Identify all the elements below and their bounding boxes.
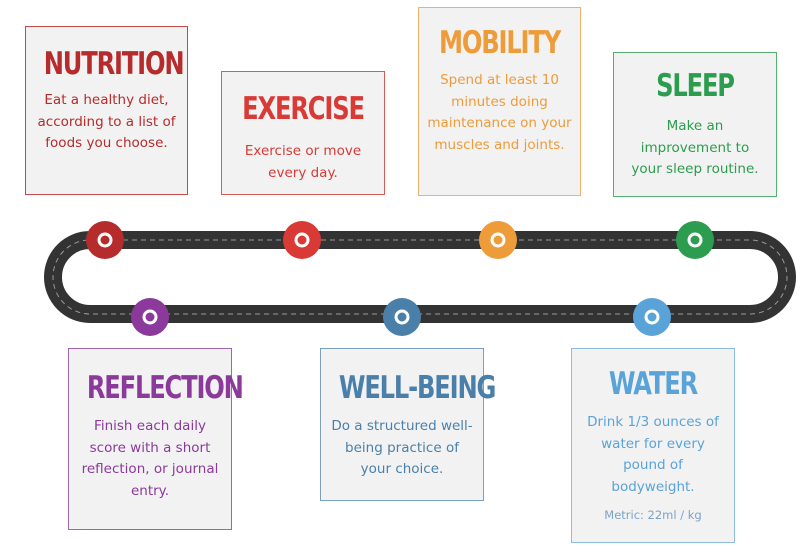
card-text: Finish each daily score with a short ref… <box>81 418 219 499</box>
card-title: MOBILITY <box>438 25 561 61</box>
node-reflection <box>131 298 169 336</box>
node-water <box>633 298 671 336</box>
card-sleep: SLEEP Make an improvement to your sleep … <box>613 52 777 197</box>
card-nutrition: NUTRITION Eat a healthy diet, according … <box>25 26 188 195</box>
card-water: WATER Drink 1/3 ounces of water for ever… <box>571 348 735 543</box>
card-text: Drink 1/3 ounces of water for every poun… <box>587 414 719 495</box>
card-title: SLEEP <box>656 68 735 104</box>
card-note: Metric: 22ml / kg <box>604 508 702 522</box>
card-title: WATER <box>608 366 698 402</box>
card-title: WELL-BEING <box>338 370 497 406</box>
node-sleep <box>676 221 714 259</box>
node-mobility <box>479 221 517 259</box>
card-text: Exercise or move every day. <box>244 143 362 181</box>
card-text: Make an improvement to your sleep routin… <box>631 118 759 177</box>
card-title: REFLECTION <box>86 370 244 406</box>
card-title: NUTRITION <box>43 46 185 82</box>
card-mobility: MOBILITY Spend at least 10 minutes doing… <box>418 7 581 196</box>
card-text: Do a structured well-being practice of y… <box>331 418 473 477</box>
card-title: EXERCISE <box>242 91 365 127</box>
node-nutrition <box>86 221 124 259</box>
track-path <box>44 231 796 323</box>
track-dash <box>52 239 788 315</box>
card-wellbeing: WELL-BEING Do a structured well-being pr… <box>320 348 497 501</box>
node-wellbeing <box>383 298 421 336</box>
card-text: Spend at least 10 minutes doing maintena… <box>427 72 572 153</box>
card-exercise: EXERCISE Exercise or move every day. <box>221 71 385 195</box>
card-text: Eat a healthy diet, according to a list … <box>37 92 176 151</box>
node-exercise <box>283 221 321 259</box>
card-reflection: REFLECTION Finish each daily score with … <box>68 348 244 530</box>
